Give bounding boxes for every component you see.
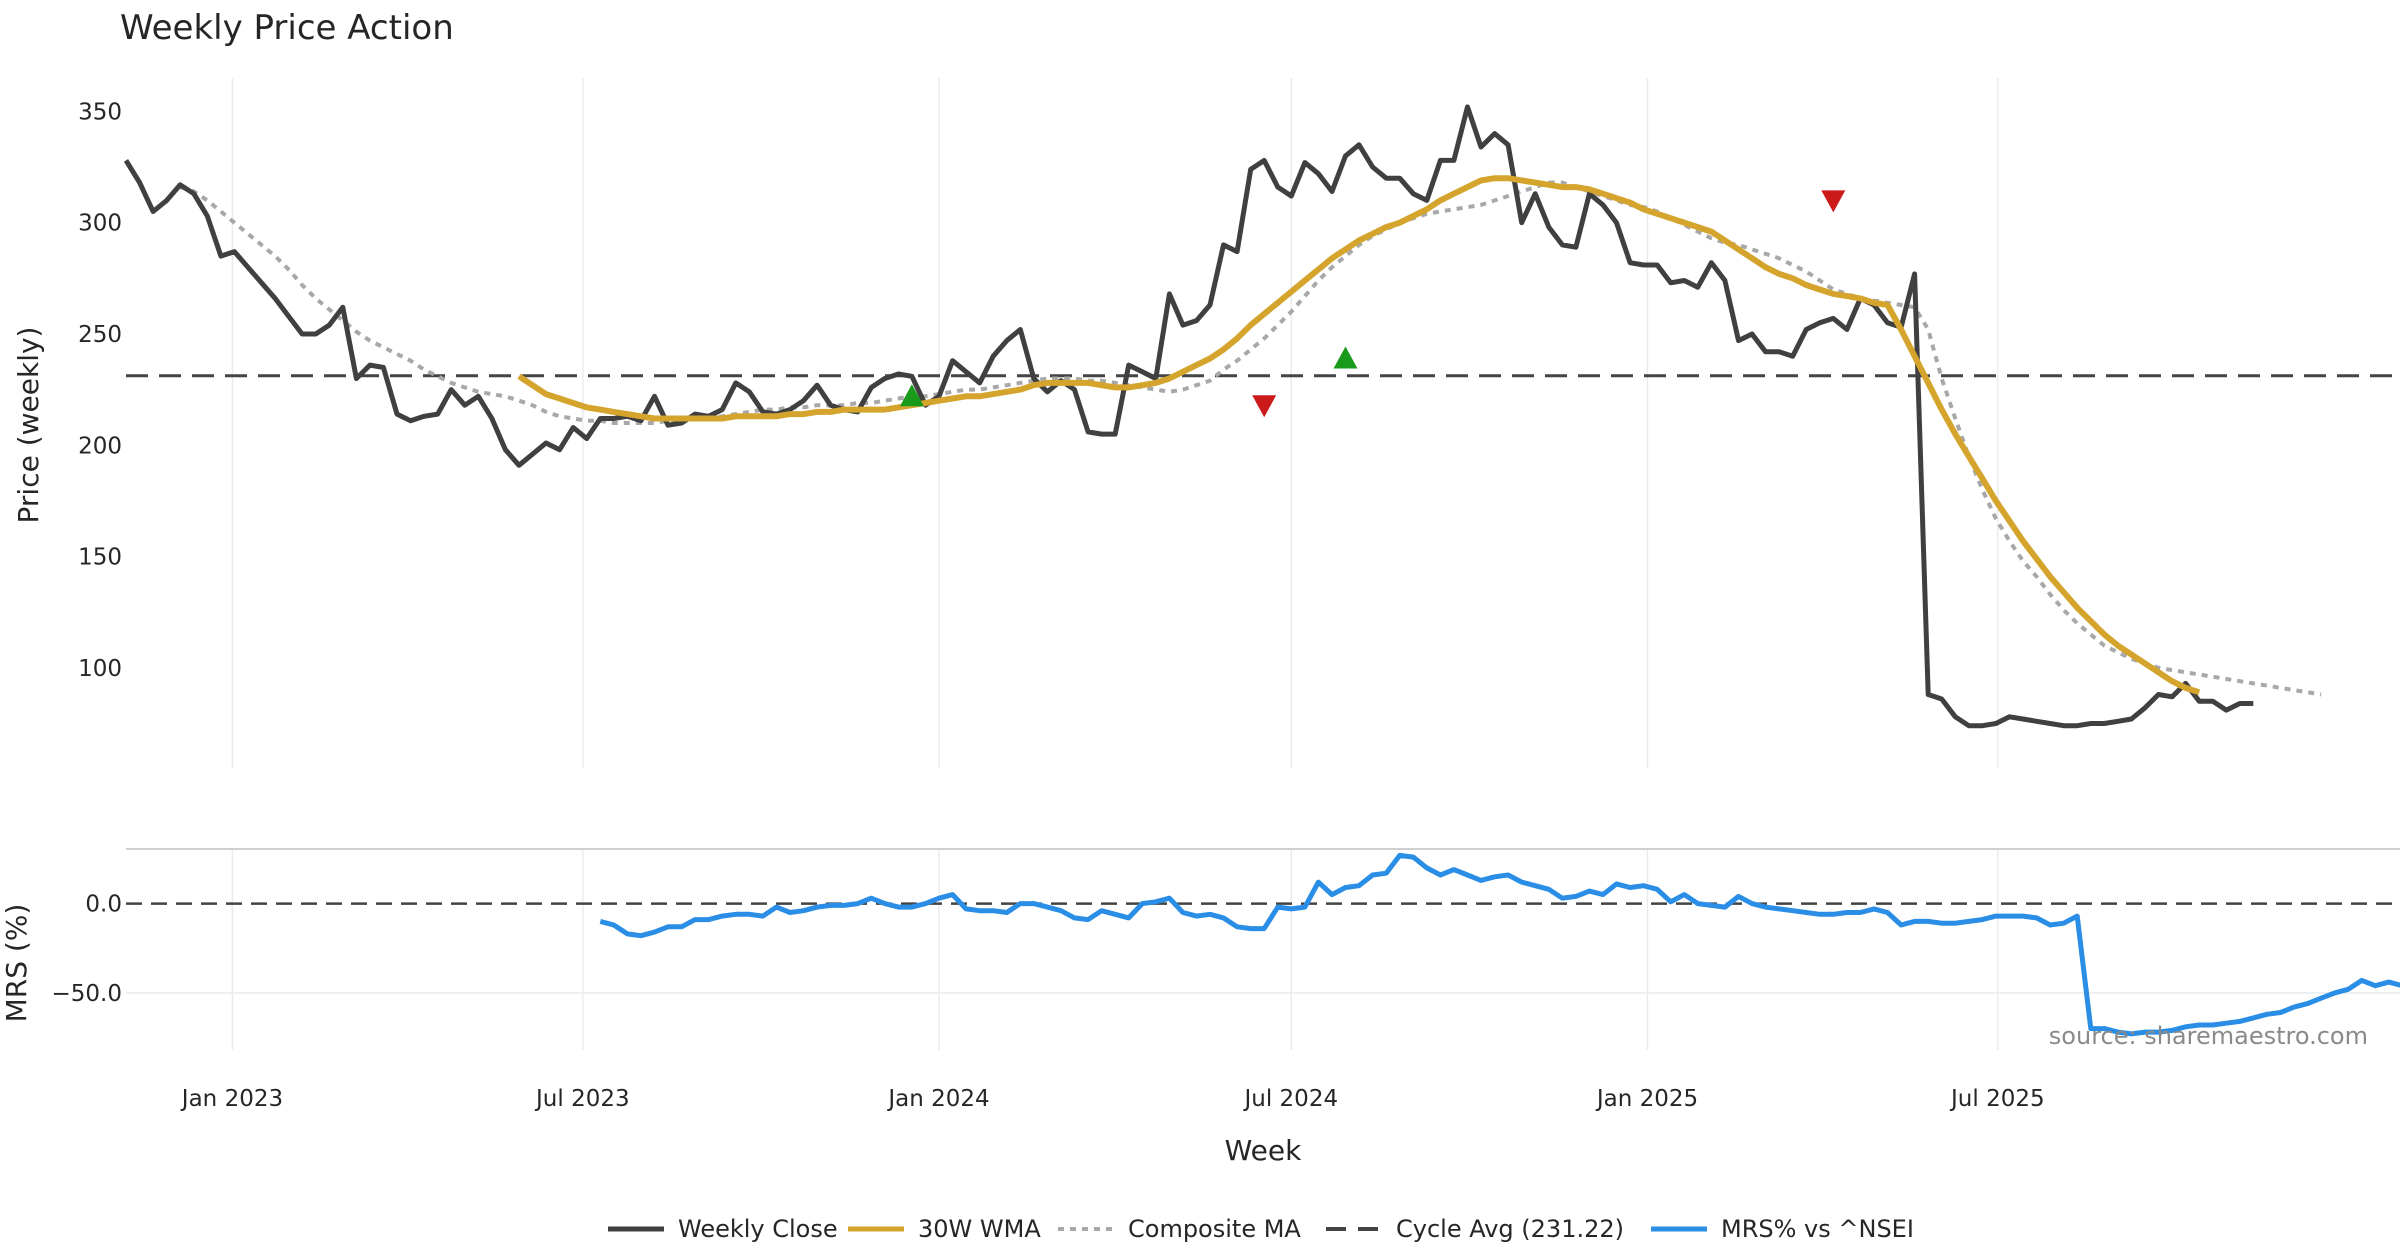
sell-signal-marker	[1821, 190, 1846, 213]
mrs-y-tick-label: −50.0	[52, 981, 122, 1007]
x-tick-label: Jul 2024	[1242, 1086, 1338, 1112]
signal-markers	[899, 190, 1846, 418]
weekly-close-line	[123, 104, 2254, 729]
buy-signal-marker	[1333, 346, 1358, 369]
x-tick-label: Jul 2025	[1949, 1086, 2045, 1112]
x-tick-label: Jul 2023	[534, 1086, 630, 1112]
legend-item-mrs: MRS% vs ^NSEI	[1651, 1215, 1914, 1243]
legend-item-cycle: Cycle Avg (231.22)	[1326, 1215, 1624, 1243]
price-series-group	[123, 104, 2400, 729]
price-y-tick-label: 250	[78, 322, 122, 348]
price-y-tick-label: 100	[78, 656, 122, 682]
x-tick-label: Jan 2023	[180, 1086, 283, 1112]
legend-label: Cycle Avg (231.22)	[1396, 1215, 1624, 1243]
price-y-tick-label: 200	[78, 433, 122, 459]
x-tick-label: Jan 2025	[1595, 1086, 1698, 1112]
legend-item-wma: 30W WMA	[848, 1215, 1041, 1243]
sell-signal-marker	[1252, 395, 1277, 418]
x-tick-labels: Jan 2023 Jul 2023 Jan 2024 Jul 2024 Jan 2025…	[180, 1086, 2045, 1112]
price-y-tick-label: 300	[78, 211, 122, 237]
x-tick-label: Jan 2024	[886, 1086, 989, 1112]
mrs-line	[599, 852, 2400, 1037]
mrs-y-tick-label: 0.0	[85, 892, 122, 918]
legend-item-composite: Composite MA	[1058, 1215, 1301, 1243]
wma-30w-line	[517, 175, 2201, 696]
legend-item-weekly_close: Weekly Close	[608, 1215, 838, 1243]
source-credit: source: sharemaestro.com	[2049, 1022, 2368, 1050]
buy-signal-marker	[899, 384, 924, 407]
legend-label: Composite MA	[1128, 1215, 1301, 1243]
mrs-y-axis-label: MRS (%)	[0, 904, 33, 1023]
legend-label: MRS% vs ^NSEI	[1721, 1215, 1914, 1243]
legend: Weekly Close 30W WMA Composite MA Cycle Avg…	[608, 1215, 1914, 1243]
mrs-y-tick-labels: −50.0 0.0	[52, 892, 122, 1007]
price-y-axis-label: Price (weekly)	[12, 327, 45, 524]
price-y-tick-labels: 100 150 200 250 300 350	[78, 99, 122, 681]
chart-title: Weekly Price Action	[120, 8, 454, 48]
price-y-tick-label: 150	[78, 545, 122, 571]
legend-label: 30W WMA	[918, 1215, 1041, 1243]
mrs-series-group	[126, 852, 2400, 1037]
x-axis-label: Week	[1225, 1134, 1302, 1167]
legend-label: Weekly Close	[678, 1215, 838, 1243]
price-y-tick-label: 350	[78, 99, 122, 125]
mrs-panel-gridlines	[126, 850, 2400, 1050]
